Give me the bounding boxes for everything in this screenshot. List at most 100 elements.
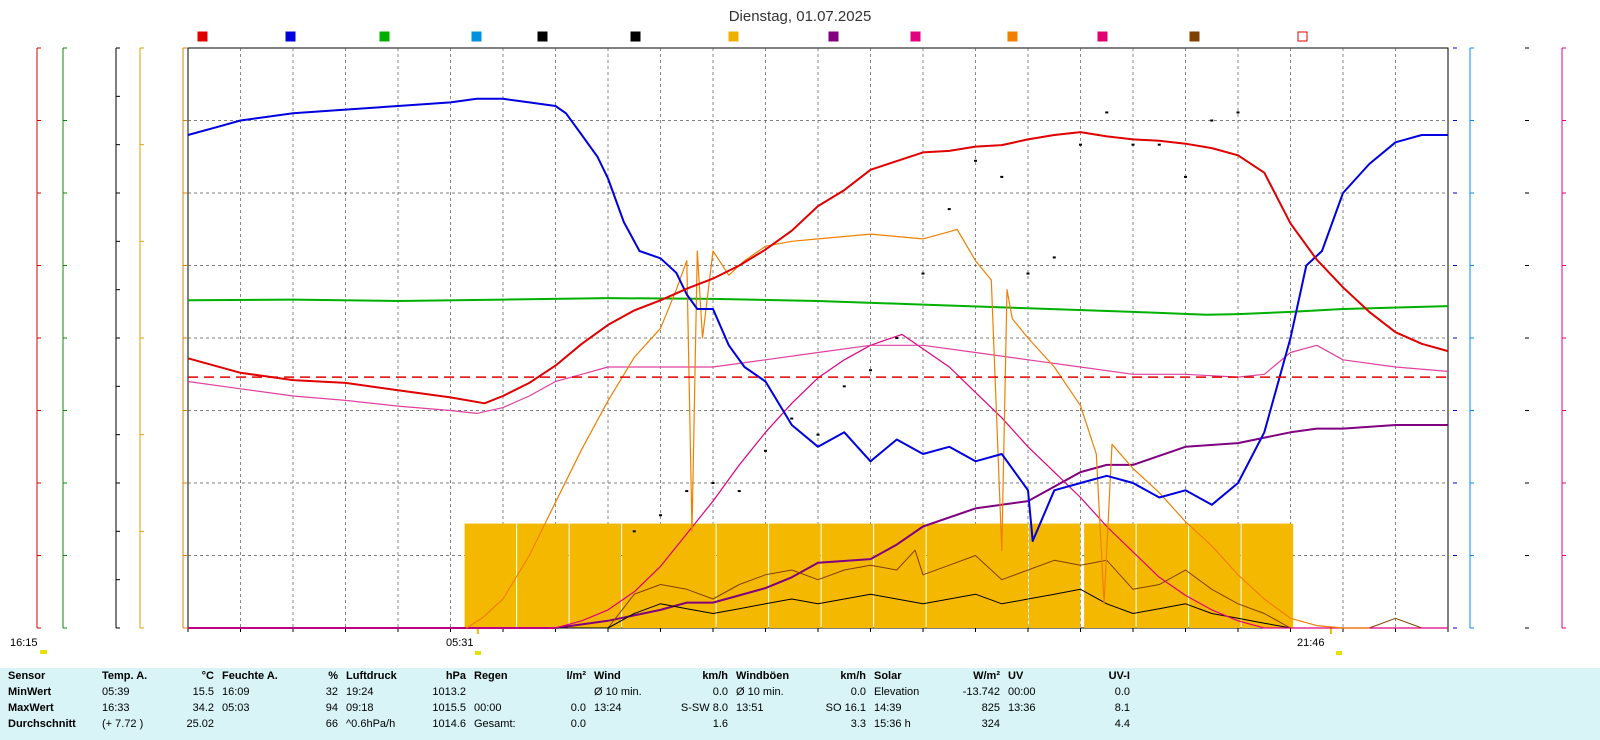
wind-direction-point xyxy=(1079,143,1082,146)
statistics-panel: Sensor Temp. A. °C Feuchte A.% Luftdruck hPa R… xyxy=(0,668,1600,740)
stats-header-cell: Regen xyxy=(474,670,508,682)
stats-header-row: Sensor Temp. A. °C Feuchte A.% Luftdruck hPa R… xyxy=(0,668,1130,684)
sunrise-marker xyxy=(475,651,481,655)
stats-header-cell: Windböen xyxy=(736,670,790,682)
sunshine-bar xyxy=(716,523,769,628)
stats-cell: Ø 10 min. xyxy=(736,686,784,698)
legend-swatch xyxy=(828,31,839,42)
wind-direction-point xyxy=(947,208,951,211)
stats-header-cell: km/h xyxy=(702,670,728,682)
legend-swatch xyxy=(1297,31,1308,42)
wind-direction-point xyxy=(711,482,715,484)
wind-direction-point xyxy=(869,369,872,372)
stats-cell: 3.3 xyxy=(850,718,866,730)
legend-swatch xyxy=(537,31,548,42)
sunshine-bar xyxy=(664,523,716,628)
stats-cell: Ø 10 min. xyxy=(594,686,642,698)
stats-header-cell: UV xyxy=(1008,670,1024,682)
wind-direction-point xyxy=(632,530,636,533)
stats-cell xyxy=(728,716,816,732)
stats-header-cell: km/h xyxy=(840,670,866,682)
stats-cell: 16:33 xyxy=(102,702,130,714)
stats-header-cell: Solar xyxy=(874,670,902,682)
stats-cell: MaxWert xyxy=(8,702,54,714)
series-line-taupunkt xyxy=(187,344,1449,414)
stats-cell: 05:03 xyxy=(222,702,250,714)
series-line-solar xyxy=(465,228,1370,629)
stats-cell: 15:36 h xyxy=(874,718,911,730)
stats-cell: 34.2 xyxy=(192,702,214,714)
stats-cell xyxy=(466,684,544,700)
sunshine-bar xyxy=(1189,523,1241,628)
stats-cell: 1013.2 xyxy=(432,686,466,698)
series-line-temp-a xyxy=(187,131,1449,405)
series-line-luftdruck xyxy=(187,297,1449,316)
stats-cell: 66 xyxy=(325,718,338,730)
stats-cell: MinWert xyxy=(8,686,52,698)
stats-cell: 4.4 xyxy=(1114,718,1130,730)
legend-swatch xyxy=(1189,31,1200,42)
series-line-uv xyxy=(188,333,1448,629)
current-time-label: 16:15 xyxy=(10,637,38,649)
sunshine-bar xyxy=(874,523,926,628)
stats-header-cell: Luftdruck xyxy=(346,670,397,682)
wind-direction-point xyxy=(1236,111,1240,114)
statistics-table: Sensor Temp. A. °C Feuchte A.% Luftdruck hPa R… xyxy=(0,668,1130,732)
sunshine-bar xyxy=(821,523,874,628)
stats-cell: S-SW 8.0 xyxy=(680,702,728,714)
stats-header-cell: W/m² xyxy=(973,670,1000,682)
axes xyxy=(36,47,1566,655)
sunshine-bar xyxy=(926,523,979,628)
stats-cell: (+ 7.72 ) xyxy=(102,718,144,730)
stats-cell xyxy=(586,716,664,732)
stats-cell: 324 xyxy=(981,718,1000,730)
wind-direction-point xyxy=(1131,143,1135,146)
series-line-windb-en xyxy=(188,549,1422,629)
wind-direction-point xyxy=(816,433,820,436)
sunshine-bars xyxy=(464,523,1294,628)
stats-header-cell: hPa xyxy=(445,670,466,682)
wind-direction-point xyxy=(659,514,662,517)
sunshine-bar xyxy=(1029,523,1081,628)
legend-swatch xyxy=(630,31,641,42)
stats-cell: 0.0 xyxy=(850,686,866,698)
legend-swatch xyxy=(379,31,390,42)
wind-direction-point xyxy=(921,272,925,275)
stats-cell: 825 xyxy=(981,702,1000,714)
stats-cell xyxy=(214,716,298,732)
stats-row: MaxWert 16:33 34.2 05:03 94 09:18 1015.5 00:00 0… xyxy=(0,700,1130,716)
stats-cell: 0.0 xyxy=(570,702,586,714)
stats-cell: 32 xyxy=(325,686,338,698)
stats-header-cell: l/m² xyxy=(566,670,586,682)
sunshine-bar xyxy=(1084,523,1136,628)
sunshine-bar xyxy=(1136,523,1189,628)
stats-cell: 19:24 xyxy=(346,686,374,698)
stats-cell: 94 xyxy=(325,702,338,714)
wind-direction-point xyxy=(764,449,767,452)
wind-direction-point xyxy=(685,490,689,493)
stats-header-cell: UV-I xyxy=(1108,670,1130,682)
weather-chart: Dienstag, 01.07.2025 xyxy=(36,8,1566,655)
stats-cell: 13:24 xyxy=(594,702,622,714)
sunset-marker xyxy=(1336,651,1342,655)
wind-direction-point xyxy=(1210,119,1214,122)
stats-cell: 13:36 xyxy=(1008,702,1036,714)
sunset-label: 21:46 xyxy=(1297,637,1325,649)
wind-direction-point xyxy=(1157,143,1161,146)
stats-cell: 13:51 xyxy=(736,702,764,714)
stats-cell: 8.1 xyxy=(1114,702,1130,714)
stats-cell xyxy=(1000,716,1080,732)
legend-swatch xyxy=(285,31,296,42)
sunshine-bar xyxy=(464,523,517,628)
series-lines xyxy=(187,97,1449,629)
sunshine-bar xyxy=(517,523,569,628)
stats-cell: Durchschnitt xyxy=(8,718,76,730)
stats-row: Durchschnitt (+ 7.72 ) 25.02 66 ^0.6hPa/h 101… xyxy=(0,716,1130,732)
stats-cell: 0.0 xyxy=(570,718,586,730)
stats-cell: 0.0 xyxy=(712,686,728,698)
series-line-et xyxy=(188,424,1448,629)
wind-direction-point xyxy=(974,159,977,162)
stats-header-cell: % xyxy=(328,670,338,682)
stats-cell: 09:18 xyxy=(346,702,374,714)
wind-direction-point xyxy=(1026,272,1030,275)
